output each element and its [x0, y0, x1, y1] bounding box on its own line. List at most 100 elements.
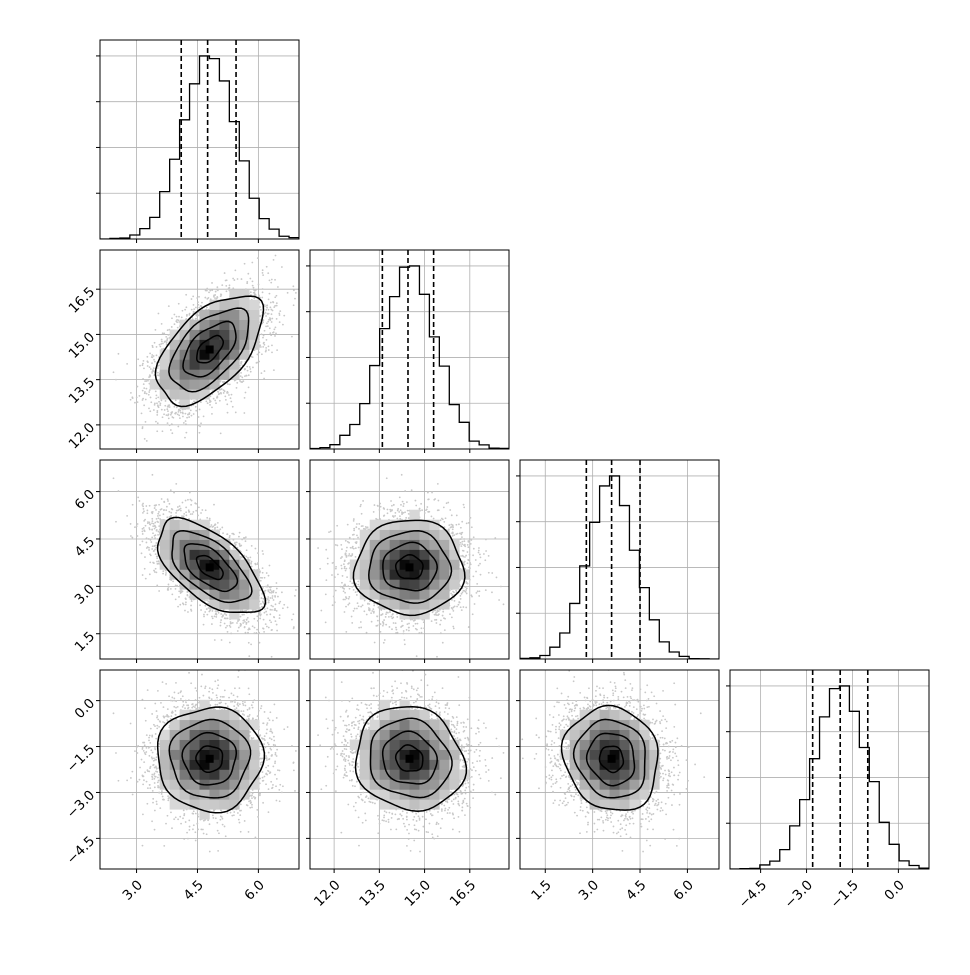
- scatter-point: [155, 526, 157, 528]
- scatter-point: [257, 257, 259, 259]
- scatter-point: [156, 430, 158, 432]
- scatter-point: [167, 422, 169, 424]
- scatter-point: [232, 406, 234, 408]
- y-tick-label: 12.0: [66, 420, 99, 453]
- scatter-point: [266, 304, 268, 306]
- scatter-point: [161, 323, 163, 325]
- scatter-point: [156, 414, 158, 416]
- scatter-point: [168, 404, 170, 406]
- scatter-point: [160, 343, 162, 345]
- scatter-point: [293, 304, 295, 306]
- scatter-point: [231, 394, 233, 396]
- scatter-point: [229, 383, 231, 385]
- scatter-point: [266, 339, 268, 341]
- scatter-point: [115, 379, 117, 381]
- scatter-point: [185, 423, 187, 425]
- scatter-point: [177, 327, 179, 329]
- scatter-point: [213, 398, 215, 400]
- scatter-point: [223, 381, 225, 383]
- scatter-point: [270, 302, 272, 304]
- scatter-point: [163, 333, 165, 335]
- scatter-point: [232, 287, 234, 289]
- scatter-point: [220, 293, 222, 295]
- scatter-point: [265, 309, 267, 311]
- scatter-point: [211, 406, 213, 408]
- scatter-point: [260, 309, 262, 311]
- grid: [310, 250, 509, 449]
- scatter-point: [273, 369, 275, 371]
- scatter-point: [239, 380, 241, 382]
- scatter-point: [159, 346, 161, 348]
- scatter-point: [225, 285, 227, 287]
- scatter-point: [249, 366, 251, 368]
- scatter-point: [187, 611, 189, 613]
- scatter-point: [143, 383, 145, 385]
- scatter-point: [224, 396, 226, 398]
- scatter-point: [195, 406, 197, 408]
- scatter-point: [193, 304, 195, 306]
- panel-1-1: [306, 250, 509, 453]
- scatter-point: [270, 334, 272, 336]
- scatter-point: [157, 422, 159, 424]
- scatter-point: [201, 302, 203, 304]
- scatter-point: [163, 413, 165, 415]
- scatter-point: [251, 262, 253, 264]
- scatter-point: [234, 269, 236, 271]
- scatter-point: [188, 416, 190, 418]
- scatter-point: [186, 315, 188, 317]
- scatter-point: [216, 297, 218, 299]
- scatter-point: [264, 313, 266, 315]
- scatter-point: [258, 361, 260, 363]
- scatter-point: [265, 315, 267, 317]
- scatter-point: [276, 318, 278, 320]
- scatter-point: [279, 321, 281, 323]
- scatter-point: [261, 333, 263, 335]
- scatter-point: [211, 282, 213, 284]
- scatter-point: [175, 399, 177, 401]
- scatter-point: [287, 292, 289, 294]
- scatter-point: [158, 375, 160, 377]
- scatter-point: [252, 285, 254, 287]
- density-cell: [180, 359, 190, 369]
- panel-2-0: [96, 460, 299, 663]
- scatter-point: [144, 391, 146, 393]
- scatter-point: [263, 344, 265, 346]
- scatter-point: [276, 349, 278, 351]
- scatter-point: [153, 367, 155, 369]
- scatter-point: [182, 411, 184, 413]
- scatter-point: [216, 396, 218, 398]
- scatter-point: [271, 321, 273, 323]
- scatter-point: [183, 422, 185, 424]
- scatter-point: [279, 310, 281, 312]
- scatter-point: [240, 375, 242, 377]
- scatter-point: [267, 596, 269, 598]
- scatter-point: [258, 351, 260, 353]
- scatter-point: [282, 607, 284, 609]
- scatter-point: [248, 386, 250, 388]
- scatter-point: [149, 353, 151, 355]
- scatter-point: [273, 306, 275, 308]
- scatter-point: [152, 356, 154, 358]
- scatter-point: [272, 302, 274, 304]
- density-cell: [170, 389, 180, 399]
- scatter-point: [156, 410, 158, 412]
- scatter-point: [261, 297, 263, 299]
- panel-1-0: [96, 250, 299, 453]
- scatter-point: [254, 293, 256, 295]
- scatter-point: [180, 412, 182, 414]
- scatter-point: [139, 395, 141, 397]
- scatter-point: [147, 365, 149, 367]
- scatter-point: [227, 383, 229, 385]
- scatter-point: [244, 368, 246, 370]
- scatter-point: [142, 364, 144, 366]
- scatter-point: [273, 328, 275, 330]
- scatter-point: [147, 380, 149, 382]
- scatter-point: [150, 401, 152, 403]
- scatter-point: [155, 421, 157, 423]
- scatter-point: [225, 399, 227, 401]
- scatter-point: [223, 389, 225, 391]
- scatter-point: [229, 284, 231, 286]
- scatter-point: [237, 278, 239, 280]
- density-cell: [200, 359, 210, 369]
